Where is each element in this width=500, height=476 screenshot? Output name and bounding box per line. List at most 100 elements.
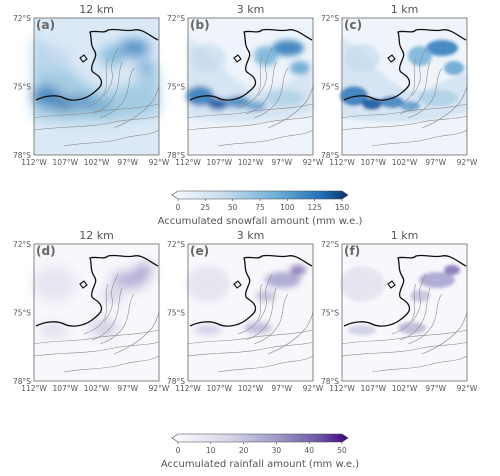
lat-tick-label: 72°S <box>167 240 185 249</box>
elevation-contour <box>91 287 123 341</box>
panel-frame <box>341 243 468 382</box>
lat-tick-label: 75°S <box>13 309 31 318</box>
panel-title: 1 km <box>391 229 419 242</box>
elevation-contour <box>217 129 314 147</box>
elevation-contour <box>257 47 273 97</box>
elevation-contour <box>187 103 314 119</box>
colorbar-tick: 20 <box>239 446 249 455</box>
elevation-contour <box>63 355 160 373</box>
precip-field <box>32 38 159 123</box>
lon-tick-label: 112°W <box>175 384 201 393</box>
map-background <box>342 244 467 381</box>
colorbar-tick: 0 <box>176 203 181 212</box>
lat-tick-label: 72°S <box>13 14 31 23</box>
lat-tick-label: 78°S <box>321 377 339 386</box>
lat-tick-label: 78°S <box>167 151 185 160</box>
elevation-contour <box>187 115 314 131</box>
colorbar-tick: 30 <box>272 446 282 455</box>
coastline <box>343 28 467 101</box>
elevation-contour <box>113 311 160 355</box>
lon-tick-label: 92°W <box>149 384 170 393</box>
map-background <box>34 244 159 381</box>
lon-tick-label: 97°W <box>425 158 446 167</box>
colorbar-tick: 50 <box>228 203 238 212</box>
elevation-contour <box>399 61 431 115</box>
elevation-contour <box>245 61 277 115</box>
lat-tick-label: 75°S <box>13 83 31 92</box>
lon-tick-label: 97°W <box>271 158 292 167</box>
lat-tick-label: 75°S <box>167 83 185 92</box>
elevation-contour <box>391 283 417 335</box>
colorbar-label: Accumulated snowfall amount (mm w.e.) <box>158 216 363 227</box>
precip-field <box>340 265 460 335</box>
panel-title: 1 km <box>391 3 419 16</box>
elevation-contour <box>411 47 427 97</box>
elevation-contour <box>99 67 135 119</box>
map-background <box>188 244 313 381</box>
island-outline <box>387 54 396 63</box>
lon-tick-label: 102°W <box>238 384 264 393</box>
lon-tick-label: 92°W <box>303 384 324 393</box>
lon-tick-label: 107°W <box>207 384 233 393</box>
lon-tick-label: 112°W <box>21 158 47 167</box>
lon-tick-label: 97°W <box>425 384 446 393</box>
elevation-contour <box>253 293 289 345</box>
elevation-contour <box>391 57 417 109</box>
elevation-contour <box>371 355 468 373</box>
precip-field <box>32 265 152 335</box>
colorbar-bar <box>171 190 349 200</box>
panel-letter: (b) <box>190 18 210 32</box>
colorbar-tick: 10 <box>206 446 216 455</box>
elevation-contour <box>341 115 468 131</box>
coastline <box>189 28 313 101</box>
elevation-contour <box>371 129 468 147</box>
lon-tick-label: 92°W <box>303 158 324 167</box>
lon-tick-label: 112°W <box>175 158 201 167</box>
lon-tick-label: 112°W <box>21 384 47 393</box>
lat-tick-label: 78°S <box>321 151 339 160</box>
colorbar-label: Accumulated rainfall amount (mm w.e.) <box>161 459 359 470</box>
elevation-contour <box>257 273 273 323</box>
coastline <box>35 254 159 327</box>
panel-letter: (f) <box>344 244 360 258</box>
lon-tick-label: 97°W <box>271 384 292 393</box>
elevation-contour <box>245 287 277 341</box>
colorbar-tick: 125 <box>308 203 323 212</box>
elevation-contour <box>33 115 160 131</box>
panel-frame <box>33 243 160 382</box>
elevation-contour <box>341 329 468 345</box>
lat-tick-label: 72°S <box>13 240 31 249</box>
lon-tick-label: 112°W <box>329 384 355 393</box>
lon-tick-label: 102°W <box>84 384 110 393</box>
elevation-contour <box>407 293 443 345</box>
elevation-contour <box>83 57 109 109</box>
panel-title: 3 km <box>237 3 265 16</box>
panel-frame <box>341 17 468 156</box>
elevation-contour <box>421 311 468 355</box>
lon-tick-label: 102°W <box>84 158 110 167</box>
elevation-contour <box>33 329 160 345</box>
lat-tick-label: 72°S <box>321 240 339 249</box>
island-outline <box>79 54 88 63</box>
panel-frame <box>33 17 160 156</box>
elevation-contour <box>341 341 468 357</box>
island-outline <box>79 280 88 289</box>
panel-frame <box>187 243 314 382</box>
lon-tick-label: 107°W <box>361 384 387 393</box>
island-outline <box>387 280 396 289</box>
elevation-contour <box>411 273 427 323</box>
coastline <box>189 254 313 327</box>
elevation-contour <box>341 103 468 119</box>
coastline <box>35 28 159 101</box>
panel-letter: (c) <box>344 18 362 32</box>
lon-tick-label: 107°W <box>53 384 79 393</box>
elevation-contour <box>33 103 160 119</box>
colorbar-tick: 100 <box>280 203 295 212</box>
colorbar-tick: 0 <box>176 446 181 455</box>
elevation-contour <box>407 67 443 119</box>
colorbar-tick: 75 <box>255 203 265 212</box>
colorbar-tick: 40 <box>304 446 314 455</box>
panel-title: 12 km <box>79 3 114 16</box>
